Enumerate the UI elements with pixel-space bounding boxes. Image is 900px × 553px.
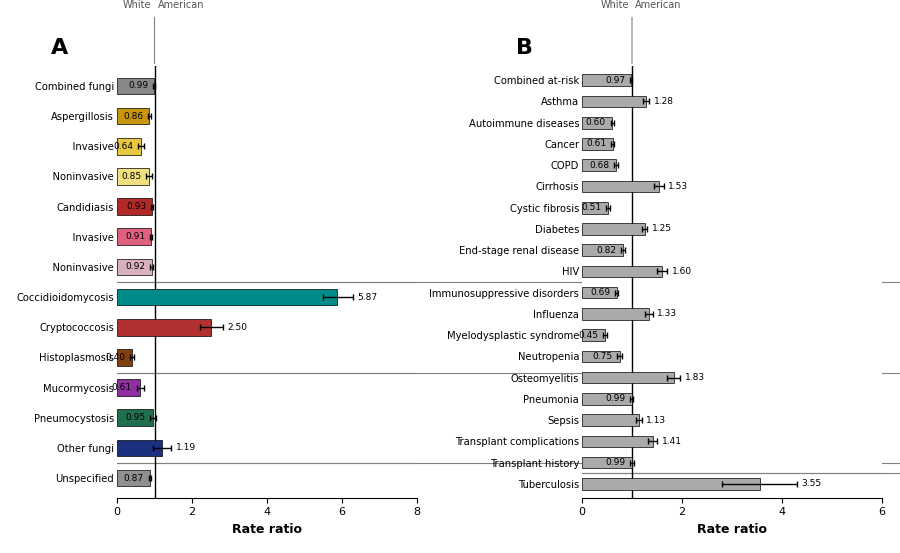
Text: 0.92: 0.92	[125, 263, 146, 272]
Bar	[582, 159, 616, 171]
Bar	[582, 436, 652, 447]
Text: 3.55: 3.55	[802, 479, 822, 488]
Bar	[117, 440, 162, 456]
Bar	[117, 168, 148, 185]
Text: 0.69: 0.69	[590, 288, 610, 297]
Text: 5.87: 5.87	[358, 293, 378, 301]
Bar	[582, 117, 612, 128]
X-axis label: Rate ratio: Rate ratio	[697, 523, 767, 536]
Bar	[582, 74, 631, 86]
Bar	[582, 96, 646, 107]
Bar	[117, 349, 132, 366]
Text: 0.61: 0.61	[112, 383, 132, 392]
Text: 0.99: 0.99	[129, 81, 148, 91]
Text: 1.33: 1.33	[657, 309, 677, 319]
Bar	[117, 259, 151, 275]
Text: 0.93: 0.93	[127, 202, 147, 211]
Bar	[582, 393, 632, 405]
Bar	[582, 287, 617, 299]
Bar	[117, 77, 154, 94]
Text: 0.61: 0.61	[587, 139, 607, 148]
Text: 0.99: 0.99	[606, 394, 626, 403]
Text: 1.60: 1.60	[671, 267, 691, 276]
Bar	[117, 470, 149, 487]
Bar	[117, 138, 141, 155]
Text: 1.19: 1.19	[176, 444, 196, 452]
Bar	[117, 409, 153, 426]
Text: ← Non-Hispanic
White: ← Non-Hispanic White	[553, 0, 629, 11]
Text: 0.75: 0.75	[592, 352, 613, 361]
Bar	[117, 199, 152, 215]
Bar	[582, 351, 619, 362]
Bar	[582, 244, 623, 256]
Text: A: A	[51, 38, 68, 58]
Text: 0.95: 0.95	[125, 413, 146, 422]
Text: 2.50: 2.50	[227, 323, 248, 332]
Bar	[117, 228, 151, 245]
Bar	[582, 329, 605, 341]
Bar	[117, 108, 149, 124]
Bar	[582, 181, 659, 192]
Bar	[582, 414, 638, 426]
Bar	[582, 138, 613, 150]
Text: 1.13: 1.13	[646, 416, 666, 425]
Text: 0.97: 0.97	[605, 76, 625, 85]
Bar	[582, 478, 760, 490]
Text: 1.83: 1.83	[685, 373, 705, 382]
Text: Native →
American: Native → American	[158, 0, 204, 11]
Text: 0.64: 0.64	[114, 142, 134, 151]
Text: 1.28: 1.28	[653, 97, 673, 106]
Text: 0.60: 0.60	[586, 118, 606, 127]
Bar	[582, 308, 649, 320]
Text: 0.91: 0.91	[125, 232, 146, 241]
Bar	[582, 223, 644, 235]
Bar	[117, 319, 211, 336]
Text: 1.25: 1.25	[652, 225, 671, 233]
Text: 1.41: 1.41	[662, 437, 681, 446]
Text: B: B	[516, 38, 533, 58]
Bar	[117, 379, 140, 396]
Text: 0.86: 0.86	[123, 112, 143, 121]
Text: 0.40: 0.40	[105, 353, 126, 362]
Bar	[582, 457, 632, 468]
Text: 0.51: 0.51	[580, 203, 601, 212]
Bar	[582, 265, 662, 277]
Text: 0.82: 0.82	[597, 246, 617, 255]
Text: Native →
American: Native → American	[635, 0, 681, 11]
Bar	[582, 372, 673, 383]
Text: 1.53: 1.53	[668, 182, 688, 191]
Text: ← Non-Hispanic
White: ← Non-Hispanic White	[76, 0, 151, 11]
Text: 0.85: 0.85	[122, 172, 142, 181]
Bar	[117, 289, 338, 305]
Bar	[582, 202, 608, 213]
Text: 0.87: 0.87	[124, 473, 144, 483]
Text: 0.99: 0.99	[605, 458, 625, 467]
Text: 0.45: 0.45	[578, 331, 598, 340]
X-axis label: Rate ratio: Rate ratio	[232, 523, 302, 536]
Text: 0.68: 0.68	[590, 161, 609, 170]
